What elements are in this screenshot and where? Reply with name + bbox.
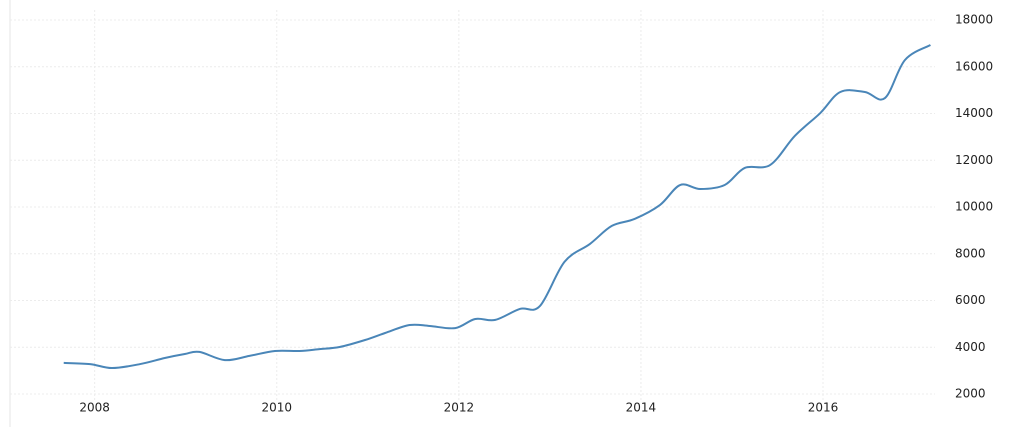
y-tick-label: 10000 — [955, 200, 993, 214]
y-tick-label: 2000 — [955, 387, 986, 401]
y-tick-label: 18000 — [955, 13, 993, 27]
x-tick-label: 2012 — [444, 401, 475, 415]
y-tick-label: 14000 — [955, 106, 993, 120]
y-tick-label: 8000 — [955, 246, 986, 260]
y-tick-label: 4000 — [955, 340, 986, 354]
x-tick-label: 2016 — [808, 401, 839, 415]
y-tick-label: 12000 — [955, 153, 993, 167]
x-tick-label: 2010 — [261, 401, 292, 415]
x-tick-label: 2014 — [626, 401, 657, 415]
line-series — [63, 44, 931, 370]
x-tick-label: 2008 — [79, 401, 110, 415]
y-tick-label: 6000 — [955, 293, 986, 307]
y-tick-label: 16000 — [955, 59, 993, 73]
